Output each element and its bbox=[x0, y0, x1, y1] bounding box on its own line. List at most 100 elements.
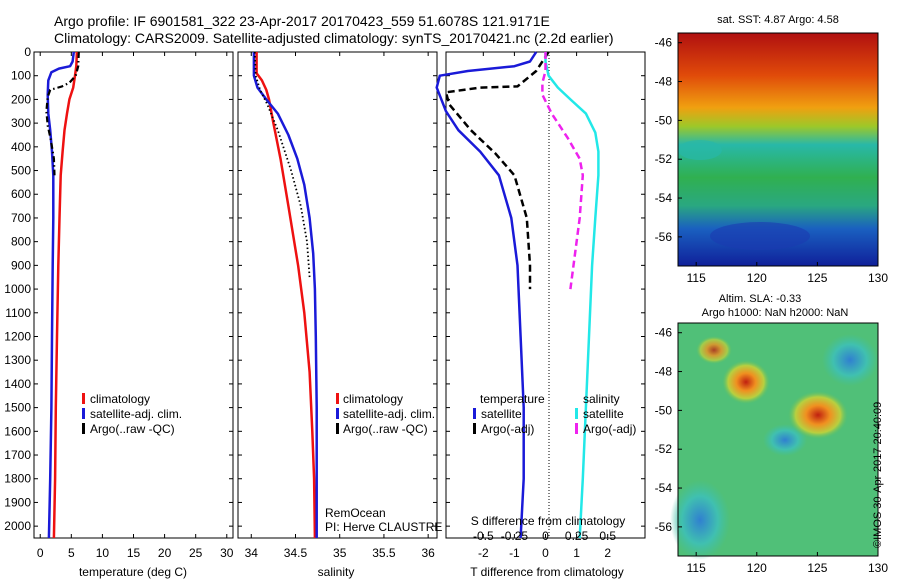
y-tick-label: 1300 bbox=[4, 353, 31, 367]
legend-label-t-satellite: satellite bbox=[481, 407, 522, 421]
sla-axis-ticks: 115 120 125 130 -46 -48 -50 -52 -54 -56 bbox=[655, 326, 889, 575]
legend-swatch-s-satellite bbox=[575, 408, 578, 419]
x-tick-label: 34 bbox=[245, 546, 259, 560]
x-tick-label: -1 bbox=[509, 546, 520, 560]
imos-timestamp: ©IMOS 30-Apr-2017 20:40:09 bbox=[872, 401, 884, 548]
map-y-tick-label: -50 bbox=[655, 113, 673, 127]
series-line-2 bbox=[544, 52, 600, 539]
map-y-tick-label: -54 bbox=[655, 481, 673, 495]
map-y-tick-label: -56 bbox=[655, 230, 673, 244]
salinity-x-label: salinity bbox=[318, 565, 355, 579]
x-tick-label: 20 bbox=[158, 546, 172, 560]
sla-cool-patch-2 bbox=[763, 424, 807, 456]
legend-swatch-t-satellite bbox=[473, 408, 476, 419]
pi-annotation-line2: PI: Herve CLAUSTRE bbox=[325, 520, 442, 534]
s-tick-label: 0.25 bbox=[565, 529, 589, 543]
sla-hot-patch-2 bbox=[788, 391, 848, 439]
map-x-tick-label: 125 bbox=[807, 561, 827, 575]
sst-frame bbox=[677, 32, 879, 267]
legend-swatch-satellite bbox=[82, 408, 85, 419]
legend-swatch-argo bbox=[82, 423, 85, 434]
salinity-plot-frame bbox=[237, 51, 438, 539]
legend-label-argo: Argo(..raw -QC) bbox=[343, 422, 428, 436]
temperature-x-axis: 0 5 10 15 20 25 30 bbox=[37, 52, 234, 560]
map-y-tick-label: -54 bbox=[655, 191, 673, 205]
y-tick-label: 500 bbox=[11, 164, 31, 178]
salinity-x-axis: 34 34.5 35 35.5 36 bbox=[245, 52, 435, 560]
legend-swatch-climatology bbox=[336, 393, 339, 404]
legend-swatch-t-argo bbox=[473, 423, 476, 434]
legend-swatch-argo bbox=[336, 423, 339, 434]
y-tick-label: 1500 bbox=[4, 401, 31, 415]
x-tick-label: 2 bbox=[604, 546, 611, 560]
sla-title-line2: Argo h1000: NaN h2000: NaN bbox=[702, 307, 849, 319]
sla-hot-patch-1 bbox=[722, 360, 770, 404]
x-tick-label: 36 bbox=[421, 546, 435, 560]
series-line-2 bbox=[253, 51, 311, 278]
x-tick-label: 10 bbox=[96, 546, 110, 560]
salinity-series bbox=[252, 51, 318, 539]
salinity-legend: climatology satellite-adj. clim. Argo(..… bbox=[336, 392, 435, 436]
pi-annotation-line1: RemOcean bbox=[325, 506, 386, 520]
y-tick-label: 300 bbox=[11, 116, 31, 130]
temperature-x-label: temperature (deg C) bbox=[79, 565, 187, 579]
series-line-3 bbox=[541, 52, 585, 290]
s-difference-label: S difference from climatology bbox=[471, 514, 626, 528]
x-tick-label: 25 bbox=[189, 546, 203, 560]
legend-label-s-argo: Argo(-adj) bbox=[583, 422, 636, 436]
difference-legend: temperature salinity satellite Argo(-adj… bbox=[473, 392, 636, 436]
y-tick-label: 1400 bbox=[4, 377, 31, 391]
legend-label-t-argo: Argo(-adj) bbox=[481, 422, 534, 436]
map-x-tick-label: 115 bbox=[687, 561, 706, 575]
y-tick-label: 1800 bbox=[4, 472, 31, 486]
map-x-tick-label: 130 bbox=[868, 561, 888, 575]
map-x-tick-label: 115 bbox=[687, 271, 706, 285]
y-tick-label: 1100 bbox=[5, 306, 31, 320]
map-y-tick-label: -48 bbox=[655, 75, 673, 89]
map-y-tick-label: -52 bbox=[655, 152, 673, 166]
x-tick-label: -2 bbox=[478, 546, 489, 560]
difference-y-ticks bbox=[446, 51, 645, 527]
y-tick-label: 100 bbox=[11, 69, 31, 83]
series-line-1 bbox=[46, 51, 76, 539]
temperature-legend: climatology satellite-adj. clim. Argo(..… bbox=[82, 392, 182, 436]
y-tick-label: 1600 bbox=[4, 424, 31, 438]
temperature-y-axis: 0 100 200 300 400 500 600 700 800 900 1000 1100 1200… bbox=[4, 45, 233, 533]
series-line-0 bbox=[255, 52, 317, 539]
sst-title: sat. SST: 4.87 Argo: 4.58 bbox=[717, 14, 839, 26]
legend-label-argo: Argo(..raw -QC) bbox=[90, 422, 175, 436]
map-x-tick-label: 120 bbox=[747, 271, 767, 285]
y-tick-label: 1900 bbox=[4, 495, 31, 509]
legend-label-satellite: satellite-adj. clim. bbox=[90, 407, 182, 421]
map-y-tick-label: -46 bbox=[655, 326, 673, 340]
series-line-2 bbox=[45, 51, 80, 176]
y-tick-label: 2000 bbox=[4, 519, 31, 533]
series-line-1 bbox=[444, 51, 550, 290]
map-x-tick-label: 130 bbox=[868, 271, 888, 285]
y-tick-label: 1200 bbox=[4, 329, 31, 343]
legend-swatch-satellite bbox=[336, 408, 339, 419]
map-y-tick-label: -56 bbox=[655, 520, 673, 534]
y-tick-label: 0 bbox=[24, 45, 31, 59]
y-tick-label: 900 bbox=[11, 258, 31, 272]
legend-label-satellite: satellite-adj. clim. bbox=[343, 407, 435, 421]
legend-label-climatology: climatology bbox=[90, 392, 150, 406]
x-tick-label: 35 bbox=[333, 546, 347, 560]
s-difference-ticks: -0.5 -0.25 0 0.25 0.5 bbox=[473, 529, 616, 543]
t-difference-label: T difference from climatology bbox=[470, 565, 624, 579]
x-tick-label: 15 bbox=[127, 546, 141, 560]
map-x-tick-label: 125 bbox=[807, 271, 827, 285]
s-tick-label: -0.5 bbox=[473, 529, 494, 543]
legend-label-climatology: climatology bbox=[343, 392, 403, 406]
s-tick-label: 0.5 bbox=[599, 529, 616, 543]
x-tick-label: 35.5 bbox=[372, 546, 396, 560]
legend-label-s-satellite: satellite bbox=[583, 407, 624, 421]
legend-swatch-climatology bbox=[82, 393, 85, 404]
legend-swatch-s-argo bbox=[575, 423, 578, 434]
legend-title-salinity: salinity bbox=[583, 392, 620, 406]
sla-cool-patch-3 bbox=[822, 334, 878, 386]
